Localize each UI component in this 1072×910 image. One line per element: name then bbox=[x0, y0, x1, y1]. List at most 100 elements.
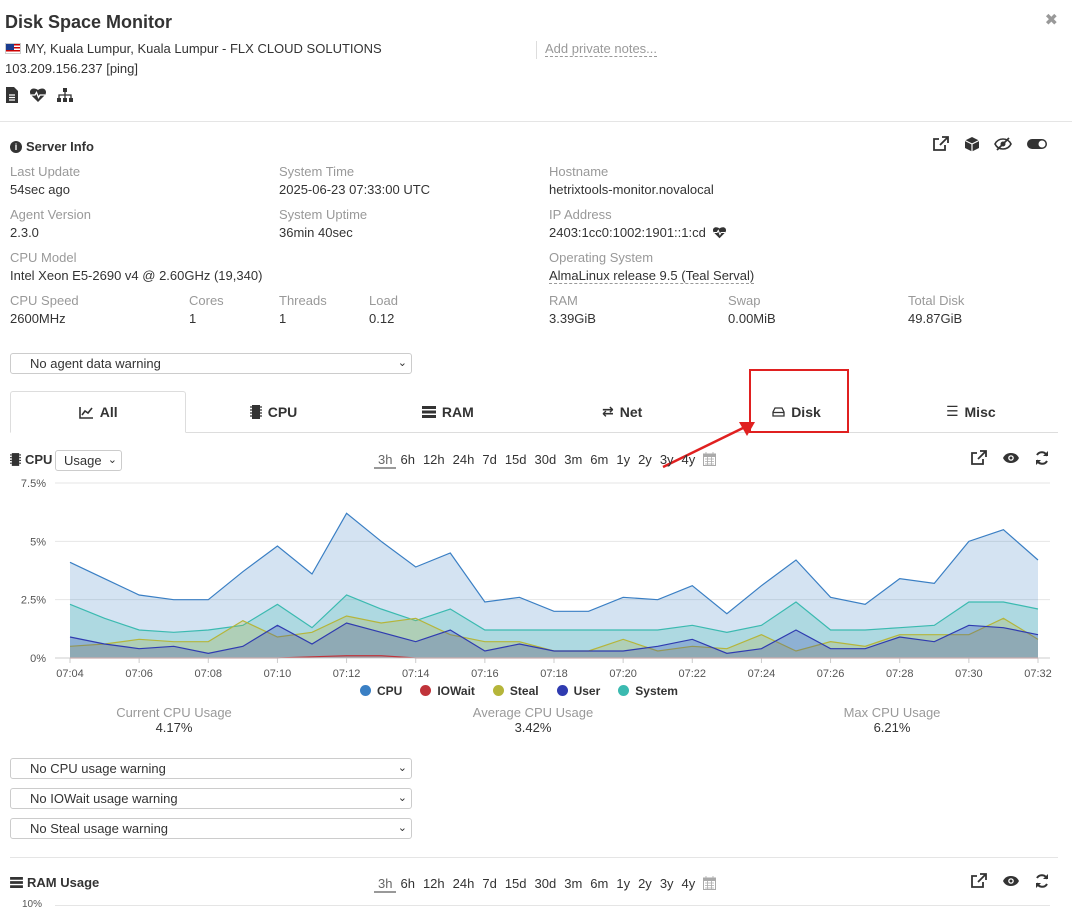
calendar-icon[interactable] bbox=[699, 452, 720, 469]
system-time-label: System Time bbox=[279, 164, 355, 179]
ram-panel-heading: RAM Usage bbox=[10, 875, 99, 890]
refresh-icon[interactable] bbox=[1034, 450, 1050, 466]
ram-range-30d[interactable]: 30d bbox=[534, 876, 557, 891]
total-disk-label: Total Disk bbox=[908, 293, 965, 308]
location-text: MY, Kuala Lumpur, Kuala Lumpur - FLX CLO… bbox=[25, 41, 382, 56]
page-title: Disk Space Monitor bbox=[5, 12, 173, 32]
legend-item-iowait[interactable]: IOWait bbox=[420, 684, 475, 698]
cpu-range-30d[interactable]: 30d bbox=[534, 452, 557, 467]
annotation-arrow bbox=[662, 422, 755, 469]
ram-range-6m[interactable]: 6m bbox=[590, 876, 609, 891]
memory-icon bbox=[421, 405, 436, 418]
eye-icon[interactable] bbox=[1002, 450, 1020, 466]
swap-value: 0.00MiB bbox=[728, 311, 776, 326]
ram-range-12h[interactable]: 12h bbox=[422, 876, 445, 891]
report-icon[interactable] bbox=[5, 87, 19, 103]
info-icon: i bbox=[10, 140, 22, 153]
ram-range-7d[interactable]: 7d bbox=[482, 876, 497, 891]
cpu-warning-select[interactable]: No CPU usage warning ⌄ bbox=[10, 758, 412, 779]
cpu-range-3m[interactable]: 3m bbox=[564, 452, 583, 467]
private-notes-placeholder[interactable]: Add private notes... bbox=[545, 41, 658, 57]
ram-time-range-selector: 3h 6h 12h 24h 7d 15d 30d 3m 6m 1y 2y 3y 4y bbox=[374, 876, 720, 893]
threads-label: Threads bbox=[279, 293, 327, 308]
system-time-value: 2025-06-23 07:33:00 UTC bbox=[279, 182, 431, 197]
ram-range-4y[interactable]: 4y bbox=[681, 876, 696, 891]
heartbeat-icon[interactable] bbox=[712, 226, 727, 239]
legend-item-system[interactable]: System bbox=[618, 684, 678, 698]
refresh-icon[interactable] bbox=[1034, 873, 1050, 889]
cpu-range-6m[interactable]: 6m bbox=[590, 452, 609, 467]
ram-range-1y[interactable]: 1y bbox=[616, 876, 631, 891]
cpu-model-value: Intel Xeon E5-2690 v4 @ 2.60GHz (19,340) bbox=[10, 268, 263, 283]
cpu-range-3h[interactable]: 3h bbox=[374, 452, 397, 469]
server-ip[interactable]: 103.209.156.237 [ping] bbox=[5, 61, 139, 76]
cpu-range-24h[interactable]: 24h bbox=[452, 452, 475, 467]
ram-range-6h[interactable]: 6h bbox=[400, 876, 415, 891]
cpu-range-7d[interactable]: 7d bbox=[482, 452, 497, 467]
cube-icon[interactable] bbox=[964, 136, 980, 152]
ram-range-3m[interactable]: 3m bbox=[564, 876, 583, 891]
tab-disk[interactable]: Disk bbox=[709, 391, 883, 432]
heartbeat-icon[interactable] bbox=[29, 87, 47, 103]
cpu-mode-select[interactable]: Usage ⌄ bbox=[55, 450, 122, 471]
tab-misc[interactable]: ☰ Misc bbox=[945, 403, 996, 420]
x-tick-label: 07:12 bbox=[333, 668, 361, 680]
ram-range-24h[interactable]: 24h bbox=[452, 876, 475, 891]
cpu-range-4y[interactable]: 4y bbox=[681, 452, 696, 467]
steal-warning-select[interactable]: No Steal usage warning ⌄ bbox=[10, 818, 412, 839]
calendar-icon[interactable] bbox=[699, 876, 720, 893]
external-link-icon[interactable] bbox=[932, 136, 950, 152]
legend-item-steal[interactable]: Steal bbox=[492, 684, 539, 698]
agent-version-label: Agent Version bbox=[10, 207, 91, 222]
cpu-range-2y[interactable]: 2y bbox=[638, 452, 652, 467]
external-link-icon[interactable] bbox=[970, 873, 988, 889]
cpu-range-6h[interactable]: 6h bbox=[400, 452, 415, 467]
tab-all[interactable]: All bbox=[10, 391, 187, 433]
x-tick-label: 07:06 bbox=[125, 668, 153, 680]
x-tick-label: 07:14 bbox=[402, 668, 430, 680]
x-tick-label: 07:28 bbox=[886, 668, 914, 680]
y-tick-label: 0% bbox=[30, 653, 46, 665]
chart-legend: CPU IOWait Steal User System bbox=[360, 684, 678, 698]
private-notes[interactable]: Add private notes... bbox=[536, 41, 658, 59]
average-cpu-stat: Average CPU Usage 3.42% bbox=[472, 705, 594, 735]
series-line-cpu bbox=[69, 512, 1039, 615]
tab-cpu[interactable]: CPU bbox=[186, 391, 360, 432]
toggle-icon[interactable] bbox=[1026, 136, 1048, 152]
x-tick-label: 07:04 bbox=[56, 668, 84, 680]
cpu-range-15d[interactable]: 15d bbox=[504, 452, 527, 467]
cpu-range-3y[interactable]: 3y bbox=[659, 452, 674, 467]
cpu-panel-heading: CPU bbox=[10, 452, 52, 467]
os-label: Operating System bbox=[549, 250, 654, 265]
ram-range-3h[interactable]: 3h bbox=[374, 876, 397, 893]
agent-warning-select[interactable]: No agent data warning ⌄ bbox=[10, 353, 412, 374]
y-tick-label: 2.5% bbox=[21, 595, 46, 607]
ram-range-3y[interactable]: 3y bbox=[659, 876, 674, 891]
last-update-value: 54sec ago bbox=[10, 182, 70, 197]
threads-value: 1 bbox=[279, 311, 287, 326]
tab-net[interactable]: ⇄ Net bbox=[602, 403, 643, 420]
cpu-speed-label: CPU Speed bbox=[10, 293, 79, 308]
cpu-range-1y[interactable]: 1y bbox=[616, 452, 631, 467]
series-area-cpu bbox=[70, 513, 1038, 658]
eye-icon[interactable] bbox=[1002, 873, 1020, 889]
legend-item-user[interactable]: User bbox=[556, 684, 600, 698]
tab-ram[interactable]: RAM bbox=[361, 391, 535, 432]
hostname-label: Hostname bbox=[549, 164, 609, 179]
eye-slash-icon[interactable] bbox=[994, 136, 1012, 152]
ram-range-15d[interactable]: 15d bbox=[504, 876, 527, 891]
cpu-range-12h[interactable]: 12h bbox=[422, 452, 445, 467]
sitemap-icon[interactable] bbox=[57, 87, 73, 103]
legend-item-cpu[interactable]: CPU bbox=[360, 684, 402, 698]
series-area-steal bbox=[70, 616, 1038, 658]
external-link-icon[interactable] bbox=[970, 450, 988, 466]
cpu-speed-value: 2600MHz bbox=[10, 311, 66, 326]
iowait-warning-select[interactable]: No IOWait usage warning ⌄ bbox=[10, 788, 412, 809]
os-value[interactable]: AlmaLinux release 9.5 (Teal Serval) bbox=[549, 268, 755, 284]
chevron-down-icon: ⌄ bbox=[397, 762, 407, 774]
close-icon[interactable]: ✖ bbox=[1044, 12, 1058, 29]
cpu-time-range-selector: 3h 6h 12h 24h 7d 15d 30d 3m 6m 1y 2y 3y 4y bbox=[374, 452, 720, 469]
microchip-icon bbox=[249, 404, 262, 419]
ram-range-2y[interactable]: 2y bbox=[638, 876, 652, 891]
series-area-system bbox=[70, 595, 1038, 658]
